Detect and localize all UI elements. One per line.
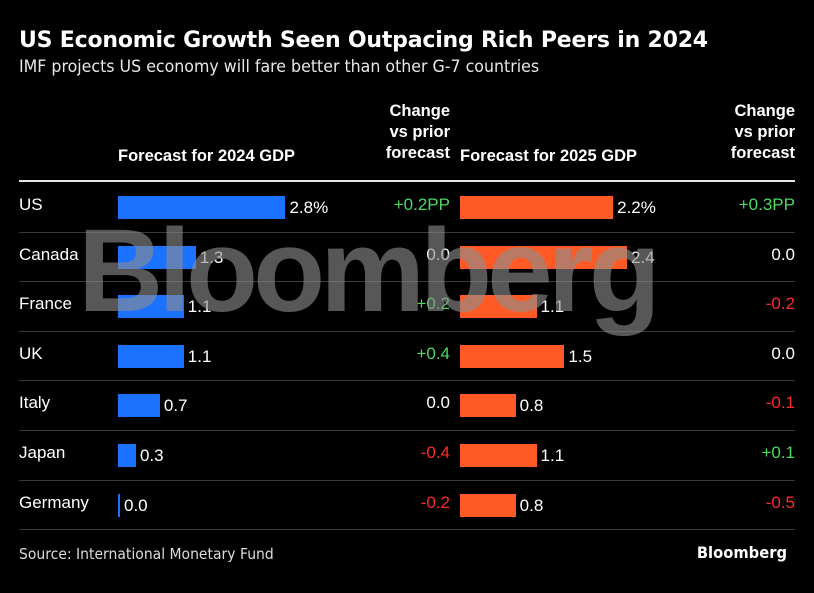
header-change-2024: Change vs prior forecast [386,101,450,164]
change-2024: -0.2 [420,492,450,512]
value-label-2024: 2.8% [289,198,329,217]
country-label: Canada [19,244,79,264]
value-label-2025: 2.4 [631,247,655,267]
header-forecast-2025: Forecast for 2025 GDP [460,147,637,165]
row-separator [19,330,795,332]
bar-2024 [118,394,160,418]
value-label-2025: 0.8 [519,495,544,515]
chart-title: US Economic Growth Seen Outpacing Rich P… [19,28,708,53]
bloomberg-logo: Bloomberg [696,543,787,562]
value-label-2025: 1.5 [568,346,593,366]
row-separator [19,281,795,283]
change-2025: 0.0 [771,343,795,363]
value-label-2024: 1.1 [187,297,212,317]
header-change-2025-line3: forecast [730,144,795,162]
row-separator [19,430,795,431]
country-label: Japan [19,443,66,462]
row-separator [19,479,795,481]
value-label-2025: 0.8 [519,396,544,416]
header-change-2025: Change vs prior forecast [731,101,795,164]
change-2025: -0.5 [765,492,795,512]
bar-2025 [460,444,537,467]
change-2025: -0.2 [765,294,795,314]
value-label-2025: 2.2% [617,198,656,217]
country-label: UK [19,343,43,363]
value-label-2024: 0.0 [124,495,148,515]
row-separator [19,529,795,531]
change-2024: +0.2PP [393,195,450,214]
country-label: Germany [19,492,89,512]
bar-2024 [118,245,196,269]
bar-2025 [460,493,516,517]
change-2025: +0.3PP [738,195,795,214]
change-2024: 0.0 [426,393,450,413]
bar-2024 [118,493,120,517]
value-label-2025: 1.1 [540,446,565,465]
header-rule [19,180,795,182]
value-label-2024: 1.1 [187,346,212,366]
row-separator [19,231,795,233]
change-2024: 0.0 [426,244,450,264]
value-label-2025: 1.1 [540,297,565,317]
bar-2024 [118,344,184,368]
row-separator [19,380,795,382]
bar-2024 [118,295,184,319]
source-note: Source: International Monetary Fund [19,545,274,563]
bar-2025 [460,196,614,219]
country-label: US [19,195,43,214]
change-2025: 0.0 [771,244,795,264]
bar-2024 [118,196,286,219]
value-label-2024: 0.3 [139,446,164,465]
change-2025: -0.1 [765,393,795,413]
bar-2025 [460,394,516,418]
chart-subtitle: IMF projects US economy will fare better… [19,57,540,77]
country-label: Italy [19,393,51,413]
header-change-2024-line1: Change [389,102,450,120]
header-change-2025-line2: vs prior [734,123,795,141]
bar-2025 [460,295,537,319]
header-change-2024-line2: vs prior [389,123,450,141]
bar-2025 [460,245,628,269]
header-change-2024-line3: forecast [385,144,450,162]
value-label-2024: 1.3 [199,247,224,267]
header-change-2025-line1: Change [734,102,795,120]
change-2025: +0.1 [761,443,795,462]
header-forecast-2024: Forecast for 2024 GDP [118,147,295,165]
change-2024: -0.4 [420,443,450,462]
change-2024: +0.2 [416,294,450,314]
value-label-2024: 0.7 [163,396,188,416]
country-label: France [19,294,72,314]
bar-2025 [460,344,565,368]
change-2024: +0.4 [416,343,450,363]
bar-2024 [118,444,136,467]
